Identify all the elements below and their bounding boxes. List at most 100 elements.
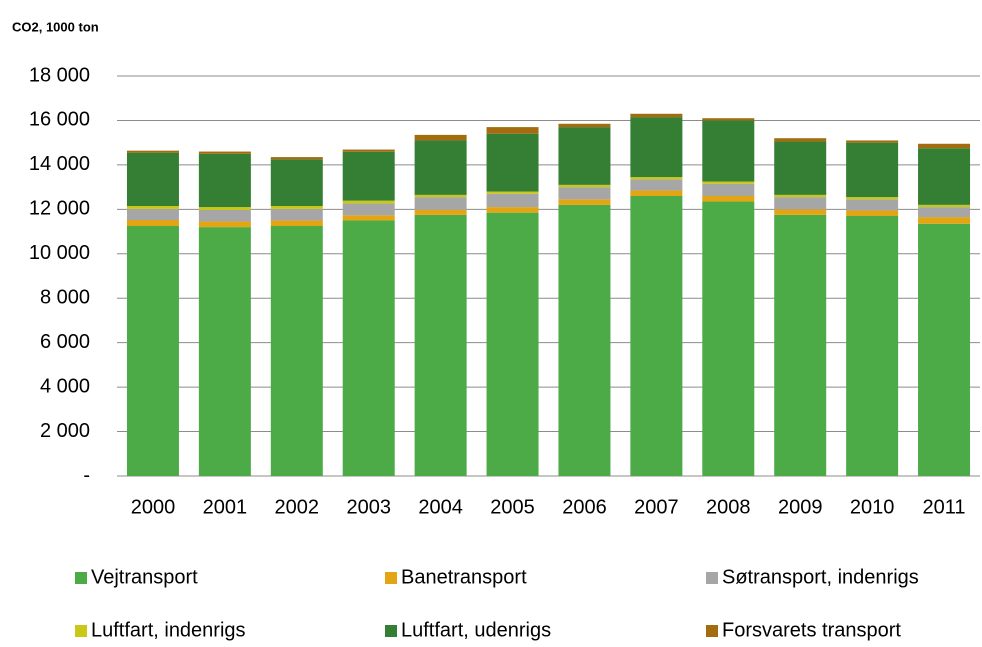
legend-swatch <box>385 625 397 637</box>
bar-segment <box>342 149 395 152</box>
bar-segment <box>558 187 611 200</box>
x-tick-label: 2002 <box>275 496 320 518</box>
bar-segment <box>558 199 611 205</box>
bar-segment <box>342 203 395 216</box>
bar-segment <box>918 223 971 476</box>
bar-segment <box>702 201 755 477</box>
bar-segment <box>486 191 539 194</box>
bar-segment <box>126 206 179 209</box>
bar-segment <box>486 127 539 134</box>
x-tick-label: 2005 <box>490 496 535 518</box>
bar-segment <box>270 157 323 160</box>
bar-segment <box>918 143 971 149</box>
y-tick-label: - <box>83 464 90 486</box>
bar-segment <box>558 127 611 185</box>
bar-segment <box>918 148 971 205</box>
bar-segment <box>126 220 179 226</box>
bar-segment <box>630 179 683 191</box>
bar-segment <box>198 153 251 208</box>
bar-segment <box>198 227 251 476</box>
bar-segment <box>774 194 827 198</box>
legend-label: Vejtransport <box>91 566 198 588</box>
x-tick-label: 2006 <box>562 496 607 518</box>
y-tick-label: 16 000 <box>29 109 90 131</box>
bar-segment <box>270 206 323 209</box>
bar-segment <box>414 140 467 195</box>
legend-label: Luftfart, udenrigs <box>401 619 551 641</box>
bar-segment <box>918 217 971 224</box>
bar-segment <box>414 194 467 198</box>
x-tick-label: 2011 <box>923 496 966 518</box>
bar-segment <box>846 210 899 216</box>
legend-swatch <box>75 572 87 584</box>
legend-swatch <box>385 572 397 584</box>
y-tick-label: 10 000 <box>29 242 90 264</box>
bar-segment <box>630 113 683 118</box>
bar-segment <box>774 197 827 210</box>
bar-segment <box>630 196 683 476</box>
bar-segment <box>702 120 755 182</box>
bar-segment <box>342 200 395 204</box>
bar-segment <box>486 207 539 213</box>
bar-segment <box>846 199 899 211</box>
bar-segment <box>774 141 827 195</box>
bar-segment <box>774 209 827 215</box>
bar-segment <box>198 210 251 222</box>
bar-segment <box>630 190 683 196</box>
bar-segment <box>774 214 827 476</box>
bar-segment <box>270 220 323 226</box>
bar-segment <box>630 117 683 178</box>
x-tick-label: 2004 <box>418 496 463 518</box>
bar-segment <box>486 193 539 208</box>
bar-segment <box>774 138 827 142</box>
chart-title: CO2, 1000 ton <box>12 19 99 34</box>
bar-segment <box>846 142 899 198</box>
x-tick-label: 2007 <box>634 496 679 518</box>
bar-segment <box>414 197 467 210</box>
bar-segment <box>846 216 899 476</box>
x-tick-label: 2003 <box>346 496 391 518</box>
bar-segment <box>198 151 251 154</box>
x-tick-label: 2008 <box>706 496 751 518</box>
y-tick-label: 2 000 <box>40 420 90 442</box>
bar-segment <box>342 151 395 201</box>
y-tick-label: 18 000 <box>29 64 90 86</box>
bar-segment <box>126 152 179 206</box>
legend-label: Banetransport <box>401 566 527 588</box>
x-tick-label: 2001 <box>203 496 248 518</box>
bar-segment <box>414 134 467 141</box>
bar-segment <box>486 212 539 476</box>
bar-segment <box>414 209 467 215</box>
bar-segment <box>702 196 755 202</box>
y-tick-label: 8 000 <box>40 287 90 309</box>
x-tick-label: 2010 <box>850 496 895 518</box>
x-tick-label: 2000 <box>131 496 176 518</box>
y-tick-label: 4 000 <box>40 375 90 397</box>
bar-segment <box>342 215 395 221</box>
bar-segment <box>270 226 323 476</box>
legend-label: Luftfart, indenrigs <box>91 619 246 641</box>
bar-segment <box>702 181 755 184</box>
bar-segment <box>126 150 179 153</box>
y-tick-label: 6 000 <box>40 331 90 353</box>
bar-segment <box>342 220 395 476</box>
bar-segment <box>702 118 755 121</box>
bar-segment <box>486 133 539 192</box>
bar-segment <box>630 177 683 180</box>
bar-segment <box>558 204 611 476</box>
x-tick-label: 2009 <box>778 496 823 518</box>
bar-segment <box>126 208 179 220</box>
legend-swatch <box>706 572 718 584</box>
legend-swatch <box>75 625 87 637</box>
bar-segment <box>918 204 971 208</box>
bar-segment <box>126 226 179 476</box>
bar-segment <box>270 159 323 206</box>
legend-swatch <box>706 625 718 637</box>
bar-segment <box>270 208 323 221</box>
bar-segment <box>558 184 611 188</box>
legend-label: Søtransport, indenrigs <box>722 566 919 588</box>
y-tick-label: 12 000 <box>29 198 90 220</box>
bar-segment <box>846 140 899 143</box>
y-tick-label: 14 000 <box>29 153 90 175</box>
